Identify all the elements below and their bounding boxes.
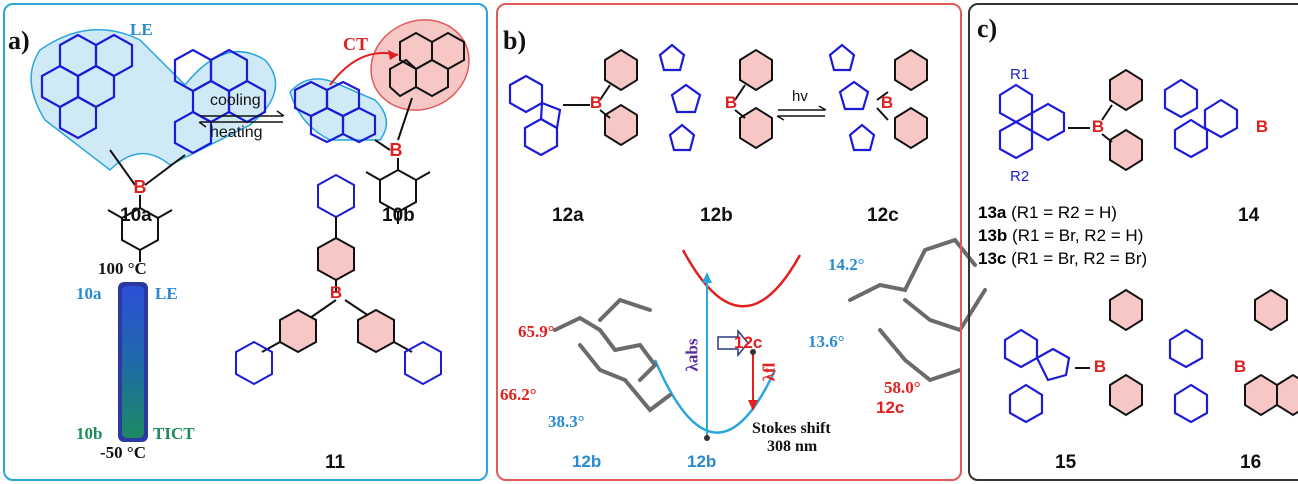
angle-58-0: 58.0°: [884, 378, 921, 397]
boron-core-10a: [107, 149, 186, 262]
structure-12c-3d: [848, 237, 987, 383]
compound-13c-line: 13c (R1 = Br, R2 = Br): [978, 249, 1147, 269]
angle-66-2: 66.2°: [500, 385, 537, 404]
compound-11-label: 11: [325, 452, 346, 473]
compound-13a-label: 13a: [978, 203, 1007, 222]
boron-label-14: B: [1256, 117, 1268, 136]
angle-13-6: 13.6°: [808, 332, 845, 351]
state-12c-curve-label: 12c: [734, 333, 763, 352]
boron-label-16: B: [1234, 357, 1246, 376]
le-label: LE: [130, 20, 153, 39]
ct-region-10b: [370, 19, 470, 111]
boron-label-15: B: [1094, 357, 1106, 376]
boron-label-10b: B: [390, 140, 403, 160]
compound-16-structure: [1168, 328, 1209, 424]
compound-12b-label: 12b: [700, 205, 733, 226]
stokes-value-label: 308 nm: [767, 438, 818, 455]
compound-15-label: 15: [1055, 452, 1077, 473]
compound-12a-structure: [508, 74, 562, 157]
le-region-10b: [289, 78, 388, 141]
equilibrium-arrows: [198, 110, 285, 128]
mesityl-10b: [365, 97, 431, 224]
vial-10b-label: 10b: [76, 424, 103, 443]
compound-13c-label: 13c: [978, 249, 1007, 268]
compound-10b-label: 10b: [382, 205, 415, 226]
boron-label-10a: B: [134, 177, 147, 197]
compound-12a-label: 12a: [552, 205, 584, 226]
compound-11-structure: [235, 173, 442, 386]
compound-13-mesityls: [1068, 68, 1143, 172]
boron-label-12a: B: [590, 93, 602, 112]
compound-14-label: 14: [1238, 205, 1260, 226]
relaxation-arrow: [717, 328, 749, 358]
compound-13a-sub: (R1 = R2 = H): [1011, 203, 1117, 222]
panel-a: [3, 3, 488, 481]
temp-high-label: 100 °C: [98, 259, 147, 278]
state-12b-curve-label: 12b: [687, 452, 717, 471]
temp-low-label: -50 °C: [100, 443, 146, 462]
pyrene-blue-10b: [293, 80, 377, 144]
panel-b-label: b): [503, 26, 527, 55]
compound-12b-mesityls: [734, 48, 773, 150]
hv-label: hv: [792, 88, 808, 105]
compound-13a-line: 13a (R1 = R2 = H): [978, 203, 1117, 223]
compound-15-mesityls: [1075, 288, 1143, 417]
vial-10a-label: 10a: [76, 284, 102, 303]
excited-state-curve: [681, 249, 802, 308]
pyrene-red-10b: [389, 31, 465, 98]
vial-tict-label: TICT: [153, 424, 195, 443]
vial-le-label: LE: [155, 284, 178, 303]
photo-arrows: [776, 105, 827, 121]
compound-13c-sub: (R1 = Br, R2 = Br): [1011, 249, 1148, 268]
angle-38-3: 38.3°: [548, 412, 585, 431]
compound-10a-label: 10a: [120, 205, 152, 226]
r1-label: R1: [1010, 66, 1030, 83]
compound-15-structure: [1003, 328, 1071, 424]
angle-14-2: 14.2°: [828, 255, 865, 274]
lambda-abs-label: λabs: [682, 338, 702, 372]
state-12c-struct-label: 12c: [876, 398, 905, 417]
compound-14-structure: [1163, 78, 1239, 159]
compound-12b-structure: [658, 43, 702, 152]
compound-12a-mesityls: [563, 48, 638, 147]
stokes-shift-label: Stokes shift: [752, 420, 831, 437]
state-12b-struct-label: 12b: [572, 452, 602, 471]
le-region-10a: [30, 28, 277, 171]
compound-13b-label: 13b: [978, 226, 1008, 245]
compound-13-structure: [998, 83, 1066, 160]
structure-12b-3d: [553, 297, 672, 413]
compound-16-aryls: [1244, 288, 1298, 417]
compound-13b-sub: (R1 = Br, R2 = H): [1012, 226, 1144, 245]
cooling-label: cooling: [210, 92, 261, 109]
compound-16-label: 16: [1240, 452, 1262, 473]
compound-13b-line: 13b (R1 = Br, R2 = H): [978, 226, 1143, 246]
ct-label: CT: [343, 34, 369, 54]
boron-label-12b: B: [725, 93, 737, 112]
lambda-fl-label: λfl: [759, 362, 779, 382]
ground-state-curve: [653, 359, 777, 434]
pyrene-left-10a: [40, 33, 134, 140]
boron-label-11: B: [330, 283, 342, 302]
panel-c-label: c): [977, 14, 998, 43]
boron-label-12c: B: [881, 93, 893, 112]
compound-12c-label: 12c: [867, 205, 899, 226]
compound-12c-mesityls: [876, 48, 928, 150]
panel-a-label: a): [8, 26, 30, 55]
boron-label-13: B: [1092, 117, 1104, 136]
panel-b: [496, 3, 962, 481]
compound-12c-structure: [828, 43, 876, 152]
r2-label: R2: [1010, 168, 1030, 185]
angle-65-9: 65.9°: [518, 322, 555, 341]
panel-c: [968, 3, 1298, 481]
heating-label: heating: [210, 124, 263, 141]
